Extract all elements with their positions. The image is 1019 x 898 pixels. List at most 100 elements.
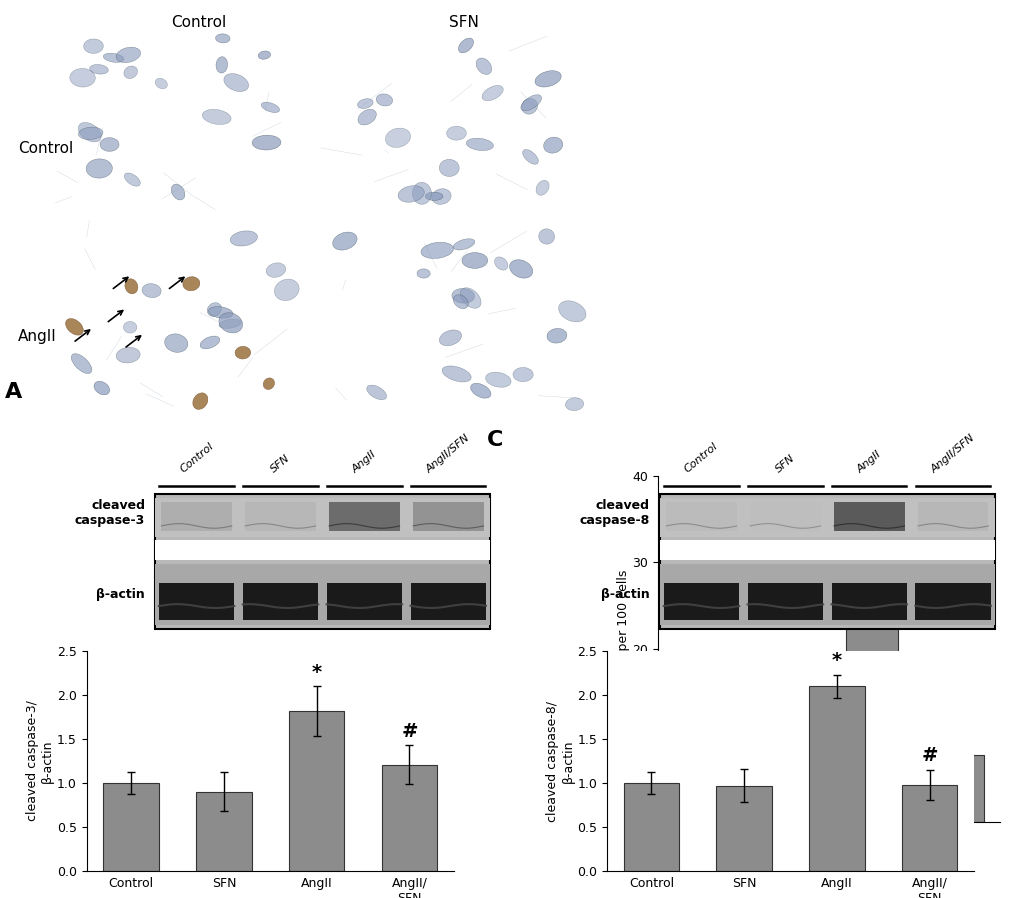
Ellipse shape [182,277,200,291]
Bar [623,783,679,871]
Ellipse shape [439,330,462,346]
Ellipse shape [171,184,184,200]
Bar [759,779,811,822]
FancyBboxPatch shape [155,497,490,537]
Ellipse shape [446,127,466,140]
FancyBboxPatch shape [155,564,490,625]
Ellipse shape [123,66,138,78]
Ellipse shape [69,68,95,87]
Ellipse shape [466,138,493,151]
Text: *: * [311,663,321,682]
Ellipse shape [358,110,376,125]
Ellipse shape [100,137,119,152]
Bar [103,783,159,871]
Ellipse shape [522,150,538,164]
Ellipse shape [124,173,141,186]
Ellipse shape [219,319,242,329]
Ellipse shape [513,367,533,382]
Ellipse shape [258,51,270,59]
FancyBboxPatch shape [659,494,995,629]
Ellipse shape [460,287,481,308]
Ellipse shape [385,128,411,147]
Ellipse shape [207,303,221,316]
Ellipse shape [94,382,109,395]
Ellipse shape [234,347,251,359]
Ellipse shape [332,232,357,250]
Ellipse shape [452,295,468,309]
Ellipse shape [412,182,431,204]
Bar [901,785,957,871]
Ellipse shape [223,74,249,92]
FancyBboxPatch shape [245,502,316,531]
Bar [808,686,864,871]
Ellipse shape [470,383,490,398]
Ellipse shape [546,329,567,343]
Ellipse shape [252,136,280,150]
Ellipse shape [452,239,475,250]
Ellipse shape [78,128,103,139]
Ellipse shape [358,99,373,109]
Bar [196,792,252,871]
Ellipse shape [367,385,386,400]
FancyBboxPatch shape [329,502,399,531]
Ellipse shape [451,288,474,304]
FancyBboxPatch shape [161,502,231,531]
FancyBboxPatch shape [659,541,995,559]
Ellipse shape [439,159,459,177]
Ellipse shape [200,336,219,348]
Text: cleaved
caspase-3: cleaved caspase-3 [74,499,145,527]
Text: *: * [866,505,876,524]
Ellipse shape [421,242,453,259]
Ellipse shape [215,34,230,43]
Text: β-actin: β-actin [600,588,649,601]
Ellipse shape [376,94,392,106]
Text: SFN: SFN [448,15,479,30]
Ellipse shape [261,102,279,112]
FancyBboxPatch shape [830,583,906,620]
Ellipse shape [482,85,502,101]
Ellipse shape [274,279,299,301]
Ellipse shape [397,186,424,202]
Text: AngII/SFN: AngII/SFN [928,433,976,475]
Text: AngII: AngII [350,449,378,475]
FancyBboxPatch shape [834,502,904,531]
Text: A: A [5,382,22,401]
Ellipse shape [84,39,103,53]
Ellipse shape [425,192,442,200]
Ellipse shape [263,378,274,390]
Bar [673,781,725,822]
Ellipse shape [193,392,208,409]
Bar [931,755,983,822]
Text: cleaved
caspase-8: cleaved caspase-8 [579,499,649,527]
Text: AngII: AngII [18,330,57,344]
Text: *: * [830,651,841,671]
Ellipse shape [230,231,257,246]
Ellipse shape [123,321,137,333]
Ellipse shape [462,252,487,269]
Ellipse shape [521,99,537,114]
Ellipse shape [441,366,471,382]
FancyBboxPatch shape [917,502,987,531]
Ellipse shape [458,38,473,53]
Ellipse shape [431,189,450,205]
Ellipse shape [535,71,560,87]
FancyBboxPatch shape [159,583,234,620]
Ellipse shape [71,354,92,374]
Ellipse shape [565,398,583,410]
FancyBboxPatch shape [243,583,318,620]
Text: Control: Control [177,441,215,475]
Bar [381,764,437,871]
Ellipse shape [116,48,141,63]
Ellipse shape [494,257,507,270]
FancyBboxPatch shape [665,502,736,531]
FancyBboxPatch shape [659,497,995,537]
Ellipse shape [90,65,108,75]
Ellipse shape [202,110,231,125]
FancyBboxPatch shape [410,583,485,620]
Bar [715,786,771,871]
Ellipse shape [485,372,511,387]
Text: C: C [486,430,502,451]
FancyBboxPatch shape [155,494,490,629]
Ellipse shape [164,334,187,352]
Text: Control: Control [682,441,719,475]
